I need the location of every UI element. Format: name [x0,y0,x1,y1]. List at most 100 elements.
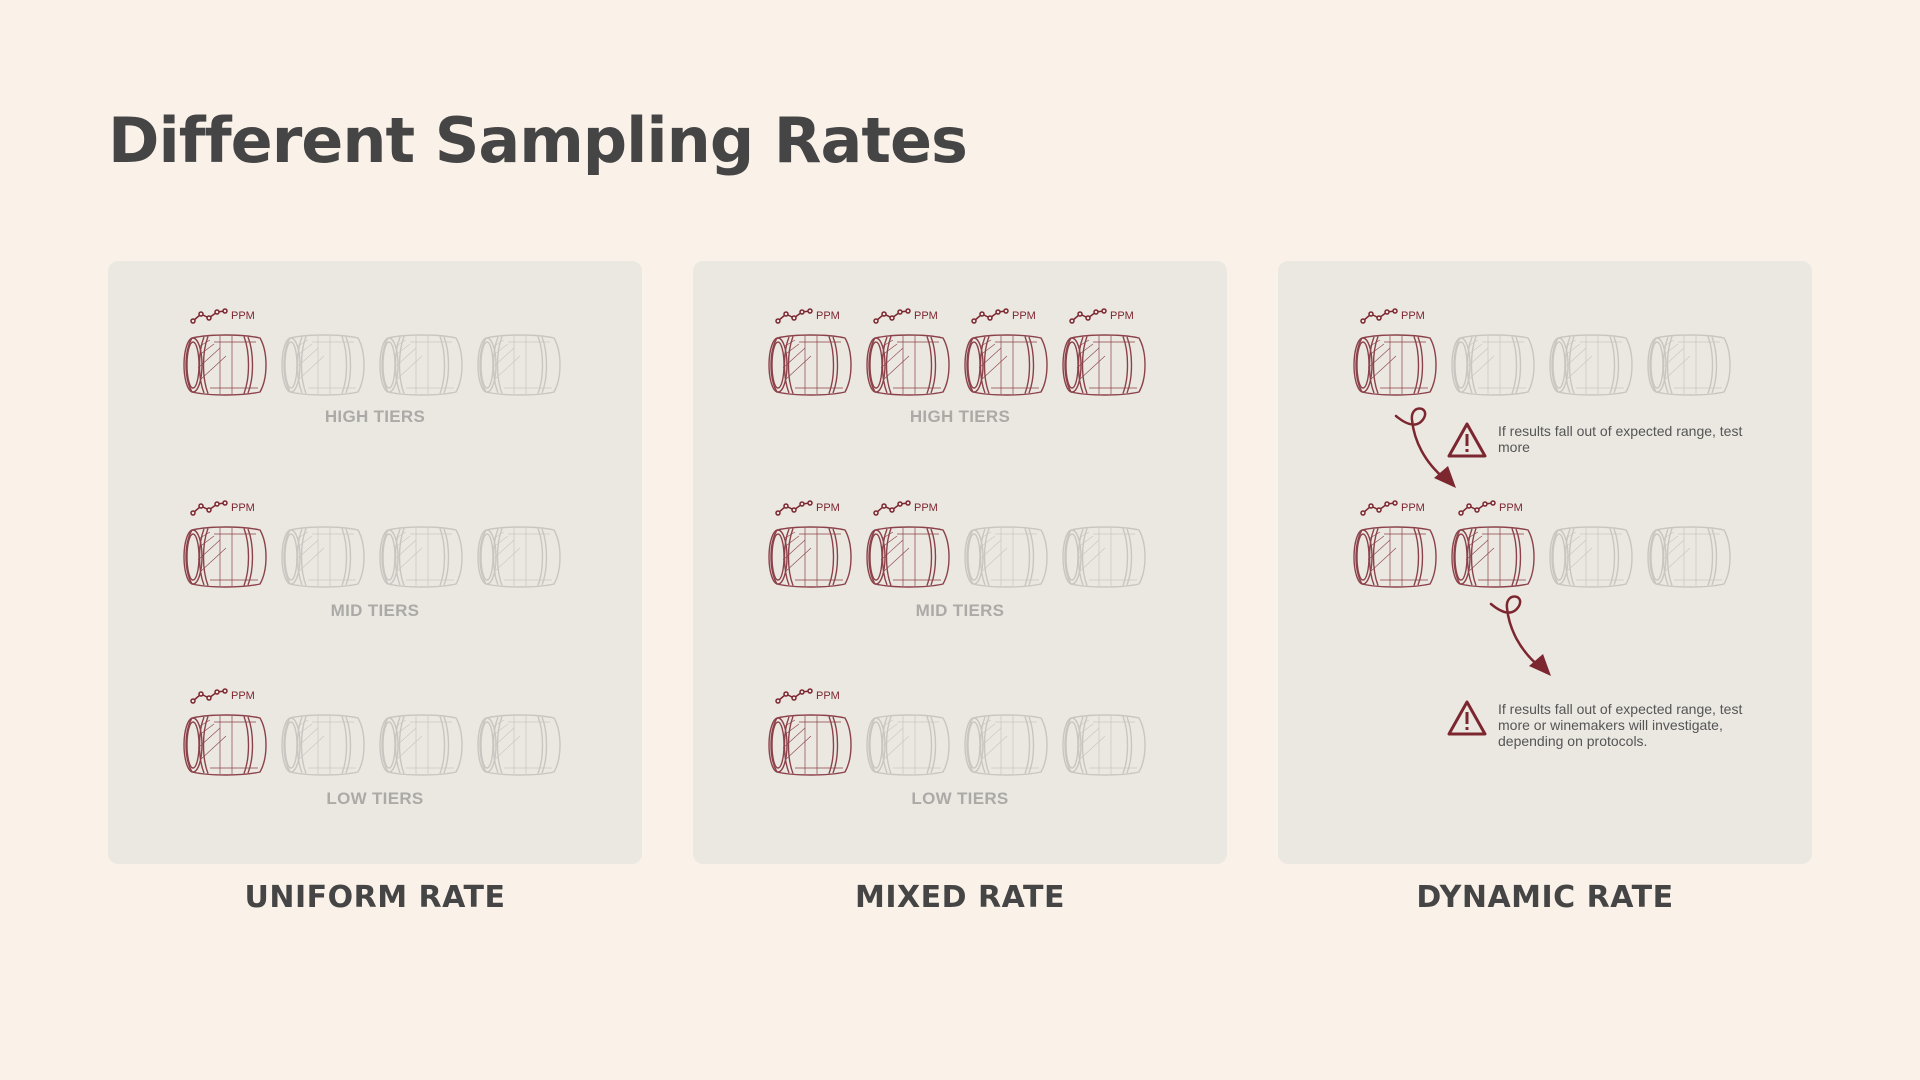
mixed-rate-label: MIXED RATE [855,880,1065,915]
barrel-icon [474,524,566,590]
ppm-indicator: PPM [971,306,1036,326]
barrel-icon [180,524,272,590]
barrel-icon [1350,332,1442,398]
ppm-indicator: PPM [775,306,840,326]
tier-label-low: LOW TIERS [911,789,1009,808]
barrel-icon [474,332,566,398]
barrel-row-mid: PPM [178,498,578,588]
ppm-indicator: PPM [1458,498,1523,518]
barrel-icon [1644,524,1736,590]
barrel-row-initial: PPM [1348,306,1748,396]
barrel-row-escalated: PPM PPM [1348,498,1748,588]
barrel-icon [863,524,955,590]
line-chart-icon [190,688,228,704]
curly-arrow-icon [1394,407,1456,488]
line-chart-icon [190,308,228,324]
barrel-icon [765,524,857,590]
ppm-indicator: PPM [1360,306,1425,326]
warning-note-1: If results fall out of expected range, t… [1446,421,1748,459]
ppm-indicator: PPM [1069,306,1134,326]
barrel-icon [278,524,370,590]
ppm-label: PPM [231,310,255,322]
barrel-icon [278,712,370,778]
ppm-label: PPM [914,502,938,514]
barrel-icon [1350,524,1442,590]
ppm-label: PPM [914,310,938,322]
tier-label-low: LOW TIERS [326,789,424,808]
ppm-label: PPM [231,502,255,514]
line-chart-icon [1458,500,1496,516]
line-chart-icon [190,500,228,516]
barrel-icon [278,332,370,398]
line-chart-icon [971,308,1009,324]
barrel-icon [961,332,1053,398]
barrel-row-high: PPM PPM PPM PPM [763,306,1163,396]
tier-label-high: HIGH TIERS [324,407,426,426]
line-chart-icon [775,688,813,704]
barrel-icon [1448,332,1540,398]
ppm-indicator: PPM [873,306,938,326]
barrel-icon [765,332,857,398]
barrel-icon [180,712,272,778]
ppm-indicator: PPM [190,686,255,706]
ppm-label: PPM [1401,502,1425,514]
line-chart-icon [1360,500,1398,516]
barrel-icon [863,332,955,398]
ppm-label: PPM [816,310,840,322]
barrel-row-low: PPM [763,686,1163,776]
warning-note-2: If results fall out of expected range, t… [1446,699,1748,749]
barrel-icon [376,524,468,590]
barrel-row-mid: PPM PPM [763,498,1163,588]
ppm-label: PPM [1499,502,1523,514]
warning-note-text: If results fall out of expected range, t… [1498,423,1743,456]
ppm-label: PPM [816,502,840,514]
ppm-indicator: PPM [190,498,255,518]
barrel-icon [474,712,566,778]
barrel-row-low: PPM [178,686,578,776]
barrel-icon [1546,332,1638,398]
line-chart-icon [1360,308,1398,324]
uniform-rate-panel: PPM HIGH TIERS PPM MID TIERS PPM LOW TIE… [108,261,642,864]
barrel-icon [376,332,468,398]
barrel-icon [1059,712,1151,778]
barrel-icon [1059,332,1151,398]
line-chart-icon [775,500,813,516]
curly-arrow-icon [1489,595,1551,676]
warning-note-text: If results fall out of expected range, t… [1498,701,1743,750]
ppm-label: PPM [1110,310,1134,322]
barrel-icon [1546,524,1638,590]
tier-label-mid: MID TIERS [915,601,1005,620]
barrel-icon [1644,332,1736,398]
ppm-label: PPM [1401,310,1425,322]
barrel-icon [863,712,955,778]
ppm-label: PPM [231,690,255,702]
page-title: Different Sampling Rates [108,104,968,177]
barrel-icon [961,524,1053,590]
barrel-icon [1059,524,1151,590]
tier-label-high: HIGH TIERS [909,407,1011,426]
ppm-indicator: PPM [775,498,840,518]
ppm-indicator: PPM [775,686,840,706]
ppm-label: PPM [1012,310,1036,322]
barrel-icon [376,712,468,778]
barrel-icon [765,712,857,778]
dynamic-rate-label: DYNAMIC RATE [1416,880,1674,915]
line-chart-icon [873,500,911,516]
warning-icon [1446,421,1488,459]
barrel-row-high: PPM [178,306,578,396]
barrel-icon [961,712,1053,778]
mixed-rate-panel: PPM PPM PPM PPM HIGH TIERS PPM PPM MID TIERS… [693,261,1227,864]
line-chart-icon [775,308,813,324]
line-chart-icon [873,308,911,324]
ppm-label: PPM [816,690,840,702]
barrel-icon [1448,524,1540,590]
ppm-indicator: PPM [1360,498,1425,518]
warning-icon [1446,699,1488,737]
ppm-indicator: PPM [190,306,255,326]
barrel-icon [180,332,272,398]
uniform-rate-label: UNIFORM RATE [244,880,506,915]
tier-label-mid: MID TIERS [330,601,420,620]
ppm-indicator: PPM [873,498,938,518]
dynamic-rate-panel: PPM If results fall out of expected rang… [1278,261,1812,864]
line-chart-icon [1069,308,1107,324]
